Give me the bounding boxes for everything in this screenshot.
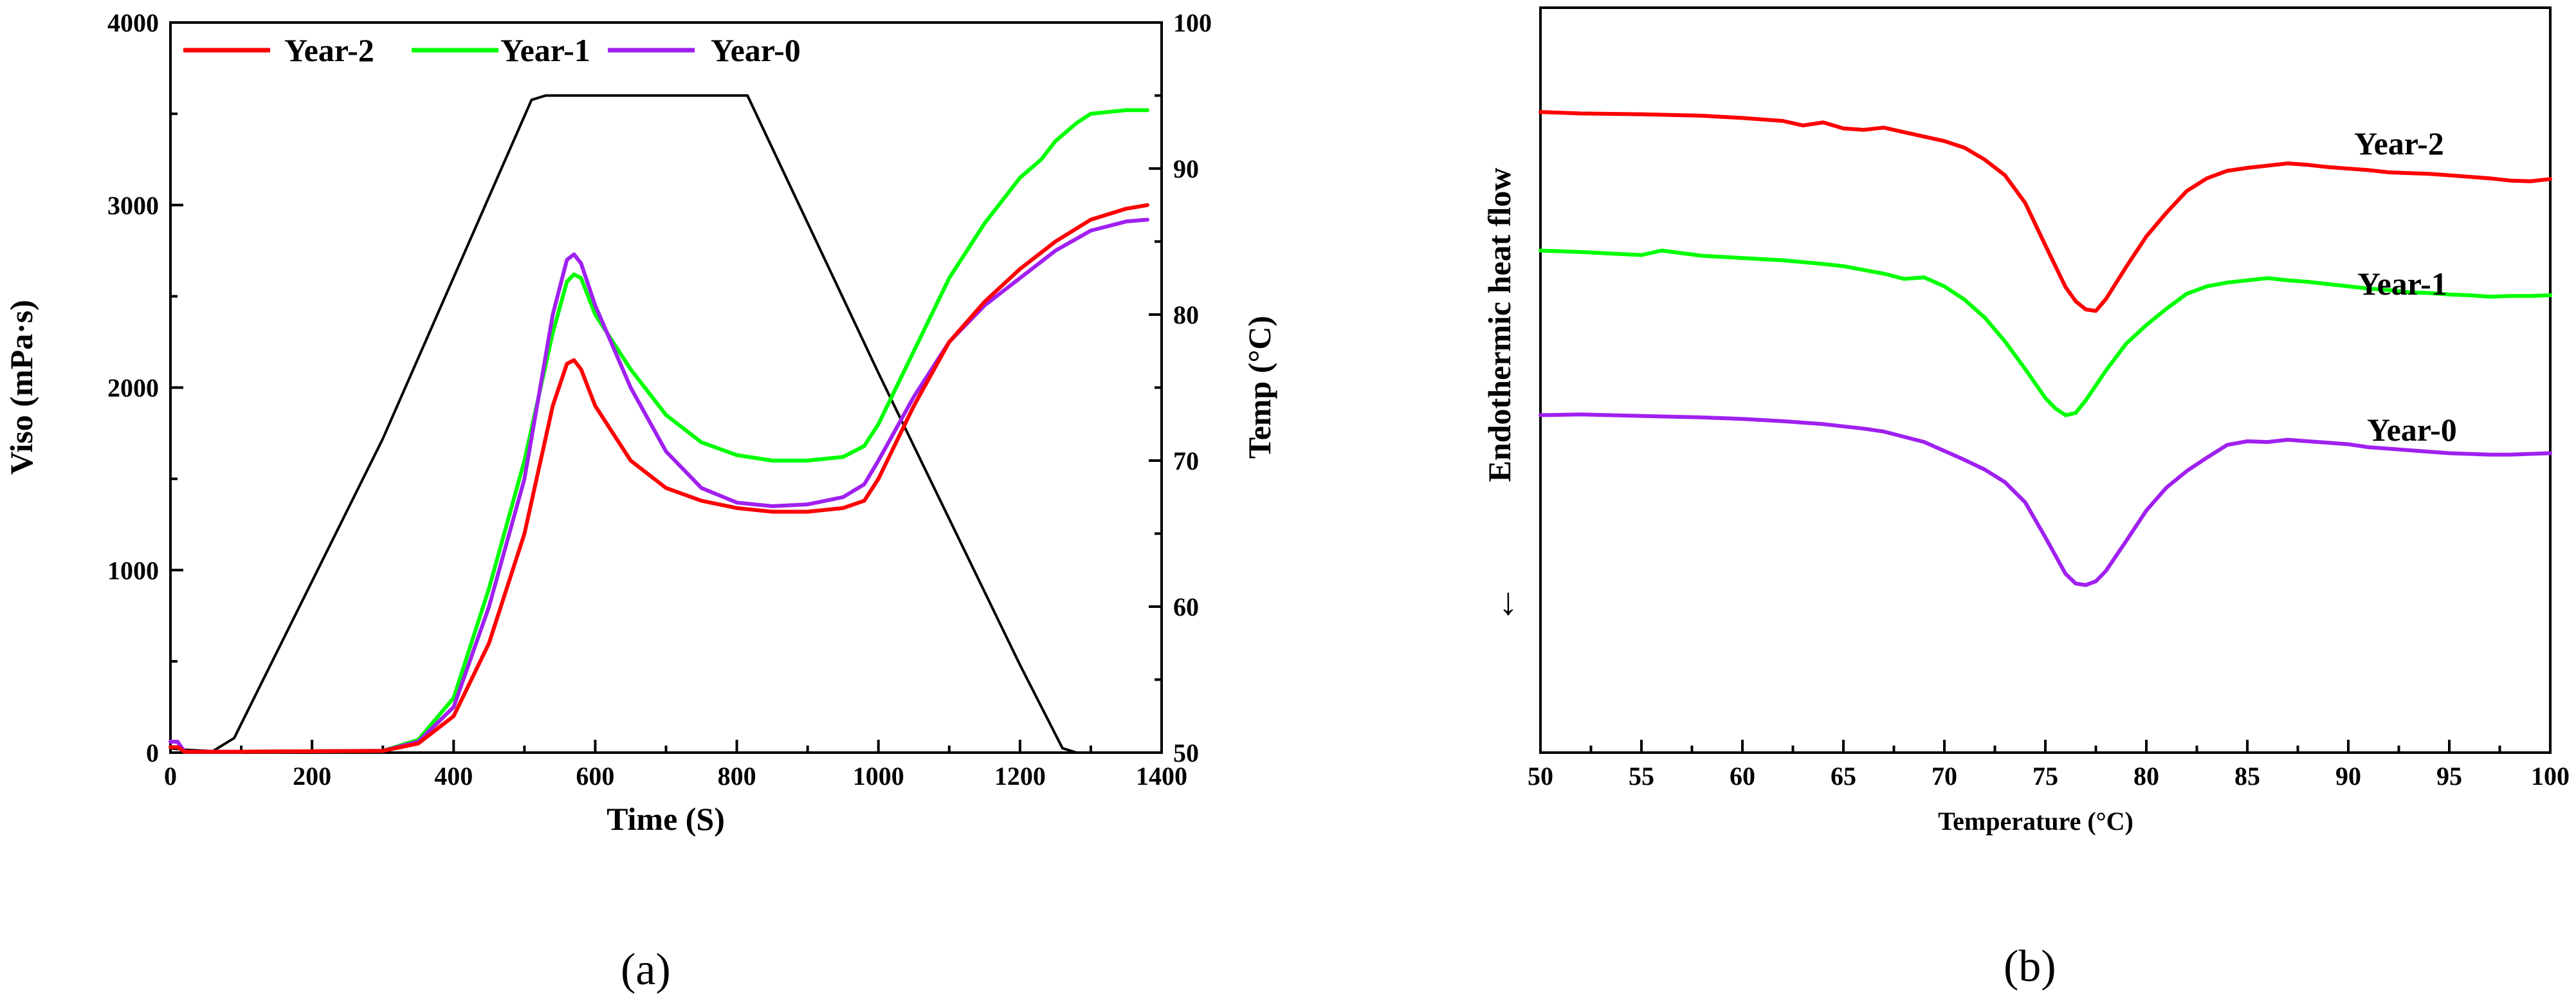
y-tick-label: 1000 bbox=[107, 556, 159, 585]
chart-a-x-ticks: 0 200 400 600 800 1000 1200 1400 bbox=[164, 740, 1187, 791]
series-line-year-0 bbox=[1539, 412, 2552, 587]
x-tick-label: 65 bbox=[1831, 762, 1856, 791]
series-line-year-1 bbox=[1539, 248, 2552, 417]
x-tick-label: 1000 bbox=[853, 762, 904, 791]
chart-a-y2-axis-label: Temp (°C) bbox=[1241, 316, 1277, 459]
y2-tick-label: 70 bbox=[1173, 446, 1199, 475]
y-tick-label: 4000 bbox=[107, 8, 159, 37]
chart-b: 50 55 60 65 70 75 80 85 90 95 100 Year-2 Year-1 Ye… bbox=[1481, 6, 2570, 991]
x-tick-label: 1400 bbox=[1136, 762, 1187, 791]
chart-b-y-axis-label: Endothermic heat flow bbox=[1481, 168, 1517, 482]
chart-b-frame bbox=[1539, 6, 2552, 754]
chart-b-x-ticks: 50 55 60 65 70 75 80 85 90 95 100 bbox=[1528, 740, 2570, 791]
series-line-year-2 bbox=[1539, 110, 2552, 313]
series-line-temp bbox=[169, 94, 1092, 754]
panel-label-a: (a) bbox=[621, 945, 671, 994]
curve-label-year-1: Year-1 bbox=[2357, 266, 2447, 302]
series-line-year-1 bbox=[169, 108, 1149, 754]
chart-a-y-ticks: 0 1000 2000 3000 4000 bbox=[107, 8, 183, 767]
chart-a-y2-ticks: 50 60 70 80 90 100 bbox=[1149, 8, 1212, 767]
x-tick-label: 50 bbox=[1528, 762, 1553, 791]
chart-a-x-axis-label: Time (S) bbox=[607, 801, 725, 837]
x-tick-label: 80 bbox=[2133, 762, 2159, 791]
y2-tick-label: 80 bbox=[1173, 300, 1199, 329]
legend-label-year-0: Year-0 bbox=[711, 32, 801, 68]
panel-label-b: (b) bbox=[2004, 942, 2056, 991]
x-tick-label: 75 bbox=[2032, 762, 2058, 791]
y2-tick-label: 60 bbox=[1173, 592, 1199, 621]
x-tick-label: 600 bbox=[576, 762, 614, 791]
curve-label-year-0: Year-0 bbox=[2367, 412, 2457, 448]
chart-a-frame bbox=[169, 21, 1163, 754]
legend-label-year-1: Year-1 bbox=[500, 32, 590, 68]
chart-a-series bbox=[169, 94, 1149, 754]
y-tick-label: 2000 bbox=[107, 374, 159, 403]
chart-b-series bbox=[1539, 110, 2552, 587]
y2-tick-label: 50 bbox=[1173, 738, 1199, 767]
x-tick-label: 90 bbox=[2335, 762, 2361, 791]
x-tick-label: 1200 bbox=[994, 762, 1046, 791]
x-tick-label: 200 bbox=[293, 762, 331, 791]
chart-a-legend: Year-2 Year-1 Year-0 bbox=[183, 32, 801, 68]
x-tick-label: 0 bbox=[164, 762, 177, 791]
chart-a-y-axis-label: Viso (mPa·s) bbox=[3, 300, 39, 475]
series-line-year-2 bbox=[169, 203, 1149, 754]
x-tick-label: 100 bbox=[2531, 762, 2570, 791]
x-tick-label: 95 bbox=[2436, 762, 2462, 791]
x-tick-label: 70 bbox=[1932, 762, 1957, 791]
x-tick-label: 800 bbox=[718, 762, 756, 791]
y2-tick-label: 100 bbox=[1173, 8, 1212, 37]
x-tick-label: 60 bbox=[1730, 762, 1755, 791]
legend-label-year-2: Year-2 bbox=[284, 32, 374, 68]
series-line-year-0 bbox=[169, 217, 1149, 754]
heat-flow-arrow-icon: ↓ bbox=[1499, 580, 1518, 623]
chart-b-x-axis-label: Temperature (°C) bbox=[1938, 807, 2133, 836]
y2-tick-label: 90 bbox=[1173, 154, 1199, 183]
x-tick-label: 85 bbox=[2234, 762, 2260, 791]
x-tick-label: 55 bbox=[1629, 762, 1654, 791]
y-tick-label: 0 bbox=[146, 738, 159, 767]
chart-a: 0 200 400 600 800 1000 1200 1400 0 1000 2000 3000 4… bbox=[3, 8, 1277, 994]
x-tick-label: 400 bbox=[434, 762, 473, 791]
curve-label-year-2: Year-2 bbox=[2354, 125, 2444, 161]
y-tick-label: 3000 bbox=[107, 191, 159, 220]
